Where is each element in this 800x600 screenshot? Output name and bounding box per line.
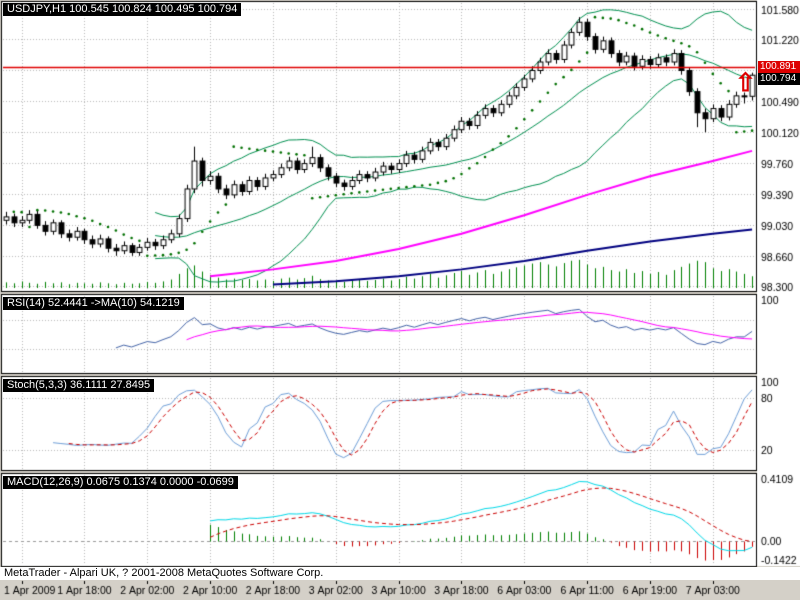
- rsi-indicator-label: RSI(14) 52.4441 ->MA(10) 54.1219: [3, 297, 184, 310]
- current-price-tag: 100.794: [758, 73, 800, 85]
- symbol-ohlc-label: USDJPY,H1 100.545 100.824 100.495 100.79…: [3, 3, 242, 16]
- up-arrow-icon: ⇧: [735, 69, 756, 97]
- stochastic-indicator-label: Stoch(5,3,3) 36.1111 27.8495: [3, 379, 155, 392]
- macd-indicator-label: MACD(12,26,9) 0.0675 0.1374 0.0000 -0.06…: [3, 476, 238, 489]
- status-bar: MetaTrader - Alpari UK, ? 2001-2008 Meta…: [0, 567, 800, 580]
- horizontal-line-price-tag: 100.891: [758, 61, 800, 73]
